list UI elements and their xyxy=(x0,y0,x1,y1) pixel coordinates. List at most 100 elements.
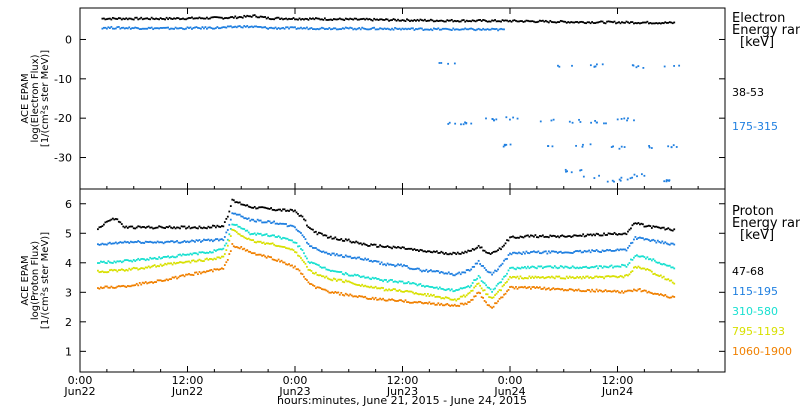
data-point xyxy=(504,258,507,261)
y-tick-label: 1 xyxy=(65,345,72,358)
data-point xyxy=(391,289,393,291)
data-point xyxy=(282,18,284,21)
data-point xyxy=(591,266,594,268)
data-point xyxy=(494,294,496,296)
data-point xyxy=(421,301,423,304)
data-point xyxy=(589,143,592,146)
data-point xyxy=(380,286,383,289)
data-point xyxy=(564,277,567,280)
data-point xyxy=(540,252,543,255)
data-point xyxy=(135,26,138,29)
data-point xyxy=(634,289,637,292)
data-point xyxy=(222,247,225,250)
data-point xyxy=(512,116,515,119)
data-point xyxy=(656,239,659,242)
data-point xyxy=(329,18,332,21)
data-point xyxy=(270,234,273,237)
data-point xyxy=(352,257,355,259)
data-point xyxy=(201,227,204,230)
data-point xyxy=(201,26,204,29)
data-point xyxy=(664,263,667,266)
data-point xyxy=(513,251,516,254)
data-point xyxy=(249,238,252,241)
data-point xyxy=(671,281,674,284)
data-point xyxy=(515,285,517,288)
data-point xyxy=(273,258,275,261)
data-point xyxy=(582,290,585,292)
data-point xyxy=(535,276,538,279)
data-point xyxy=(502,145,505,148)
data-point xyxy=(320,18,323,21)
data-point xyxy=(192,239,195,242)
data-point xyxy=(610,20,613,23)
data-point xyxy=(207,17,210,20)
data-point xyxy=(179,275,181,278)
data-point xyxy=(329,270,332,272)
data-point xyxy=(583,266,586,268)
data-point xyxy=(546,265,549,268)
data-point xyxy=(350,294,353,297)
data-point xyxy=(385,288,387,291)
data-point xyxy=(315,271,317,274)
data-point xyxy=(444,251,447,254)
data-point xyxy=(194,271,196,274)
data-point xyxy=(246,249,249,251)
data-point xyxy=(534,275,537,278)
data-point xyxy=(434,251,437,253)
data-point xyxy=(641,267,644,270)
data-point xyxy=(421,249,423,252)
data-point xyxy=(283,27,286,30)
data-point xyxy=(353,283,356,286)
data-point xyxy=(515,276,517,279)
data-point xyxy=(576,250,579,252)
data-point xyxy=(373,26,376,29)
data-point xyxy=(120,268,123,271)
data-point xyxy=(119,285,122,288)
data-point xyxy=(377,260,380,263)
data-point xyxy=(301,18,304,20)
data-point xyxy=(456,20,459,22)
data-point xyxy=(217,239,220,242)
data-point xyxy=(301,273,304,276)
data-point xyxy=(527,252,529,254)
data-point xyxy=(531,234,534,237)
data-point xyxy=(337,238,340,241)
data-point xyxy=(591,21,594,23)
data-point xyxy=(643,225,646,228)
data-point xyxy=(673,267,676,270)
y-axis-title-line: ACE EPAM xyxy=(20,73,31,123)
data-point xyxy=(264,16,267,18)
data-point xyxy=(644,225,647,228)
data-point xyxy=(117,269,120,271)
data-point xyxy=(341,239,344,242)
data-point xyxy=(168,28,171,31)
data-point xyxy=(595,288,598,291)
data-point xyxy=(309,282,311,285)
data-point xyxy=(418,267,420,270)
data-point xyxy=(382,263,384,266)
data-point xyxy=(132,18,135,21)
data-point xyxy=(326,19,329,21)
data-point xyxy=(638,288,641,290)
data-point xyxy=(340,18,343,21)
data-point xyxy=(279,27,281,30)
data-point xyxy=(332,270,335,273)
data-point xyxy=(146,241,149,243)
data-point xyxy=(652,258,655,261)
data-point xyxy=(326,236,329,239)
data-point xyxy=(141,27,144,30)
data-point xyxy=(146,266,149,269)
data-point xyxy=(316,263,319,266)
data-point xyxy=(491,27,493,30)
data-point xyxy=(543,277,546,280)
data-point xyxy=(198,271,201,273)
data-point xyxy=(429,18,432,21)
data-point xyxy=(274,244,277,247)
data-point xyxy=(455,253,458,256)
data-point xyxy=(621,21,623,24)
data-point xyxy=(228,25,231,28)
data-point xyxy=(535,21,538,24)
data-point xyxy=(371,286,374,289)
data-point xyxy=(503,293,505,296)
data-point xyxy=(550,288,553,291)
